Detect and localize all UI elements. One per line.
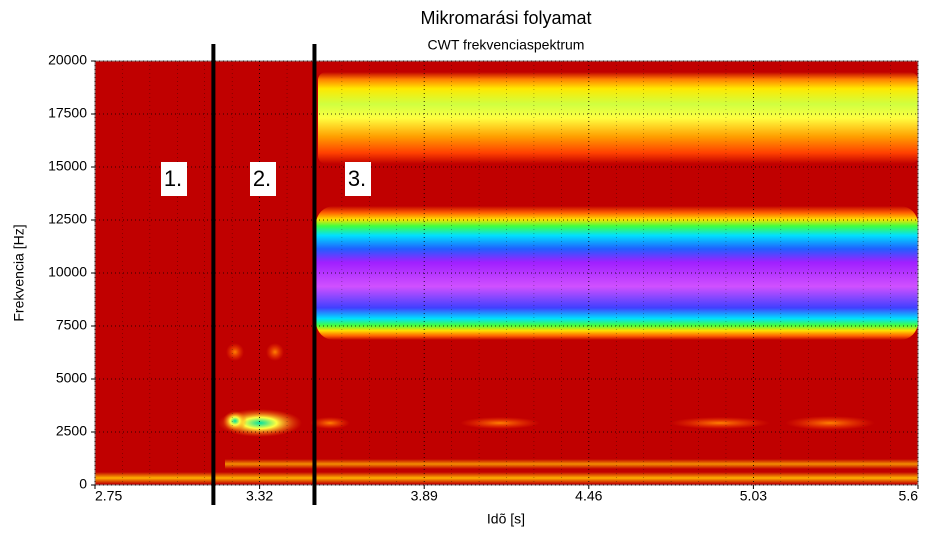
chart-subtitle: CWT frekvenciaspektrum	[428, 37, 585, 53]
annotation-box	[161, 162, 187, 196]
y-tick-label: 5000	[56, 370, 87, 386]
chart-title: Mikromarási folyamat	[420, 8, 591, 28]
x-tick-label: 3.32	[246, 488, 273, 504]
x-tick-label: 2.75	[95, 488, 122, 504]
y-tick-label: 12500	[48, 211, 87, 227]
x-tick-label: 4.46	[575, 488, 602, 504]
x-tick-label: 3.89	[411, 488, 438, 504]
annotation: 3.	[348, 166, 366, 191]
y-tick-label: 0	[79, 476, 87, 492]
x-tick-label: 5.6	[899, 488, 919, 504]
y-tick-label: 7500	[56, 317, 87, 333]
annotation-box	[250, 162, 276, 196]
y-tick-label: 2500	[56, 423, 87, 439]
annotation-box	[345, 162, 371, 196]
y-tick-label: 10000	[48, 264, 87, 280]
x-tick-label: 5.03	[740, 488, 767, 504]
annotation: 1.	[164, 166, 182, 191]
y-tick-label: 15000	[48, 158, 87, 174]
x-axis-label: Idõ [s]	[487, 511, 525, 527]
y-axis-label: Frekvencia [Hz]	[11, 224, 27, 321]
y-tick-label: 20000	[48, 52, 87, 68]
y-tick-label: 17500	[48, 105, 87, 121]
annotation: 2.	[253, 166, 271, 191]
